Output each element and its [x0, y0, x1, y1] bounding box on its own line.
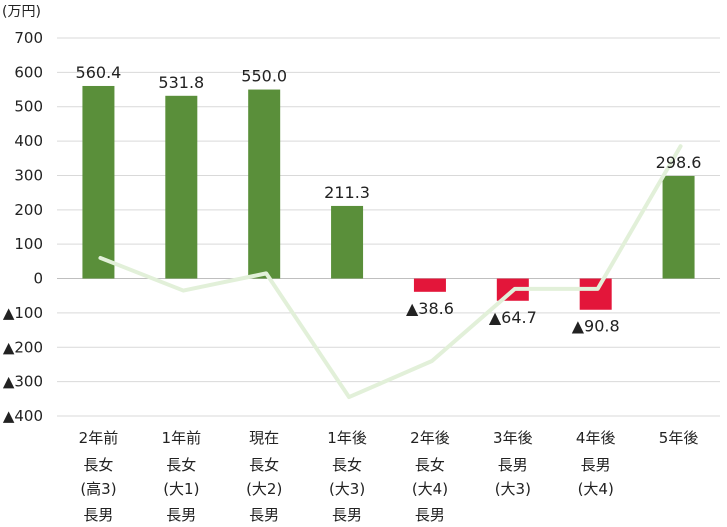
data-label: ▲90.8 — [572, 317, 620, 336]
y-tick-label: ▲100 — [3, 304, 43, 322]
x-category-label: 長男 — [249, 506, 279, 524]
y-tick-label: 600 — [14, 63, 43, 81]
data-label: 560.4 — [76, 63, 122, 82]
bar — [413, 278, 446, 292]
x-category-label: 長男 — [498, 456, 528, 474]
x-category-label: 長女 — [332, 456, 362, 474]
y-tick-label: 400 — [14, 132, 43, 150]
gridlines — [57, 37, 720, 417]
data-label: 211.3 — [324, 183, 370, 202]
x-category-label: 3年後 — [493, 429, 533, 447]
x-category-label: 1年後 — [327, 429, 367, 447]
y-tick-label: ▲400 — [3, 407, 43, 425]
x-category-label: 長男 — [332, 506, 362, 524]
data-labels: 560.4 531.8 550.0 211.3 ▲38.6 ▲64.7 ▲90.8 298.6 — [76, 63, 702, 336]
bar — [82, 85, 115, 279]
x-category-label: 5年後 — [659, 429, 699, 447]
x-category-label: 長男 — [415, 506, 445, 524]
x-category-label: (大4) — [412, 480, 448, 498]
x-category-label: 長男 — [581, 456, 611, 474]
trend-line-series — [98, 144, 683, 400]
x-category-label: 長男 — [166, 506, 196, 524]
data-label: 298.6 — [656, 153, 702, 172]
x-category-label: (大1) — [163, 480, 199, 498]
bar — [165, 95, 198, 279]
bars — [82, 85, 695, 310]
x-category-label: 2年後 — [410, 429, 450, 447]
x-category-label: 長女 — [415, 456, 445, 474]
x-category-label: 2年前 — [79, 429, 119, 447]
y-tick-label: ▲200 — [3, 338, 43, 356]
y-axis-ticks: 700 600 500 400 300 200 100 0 ▲100 ▲200 ▲300 ▲400 — [3, 29, 43, 425]
bar — [662, 175, 695, 279]
y-tick-label: 700 — [14, 29, 43, 47]
x-category-label: (大2) — [246, 480, 282, 498]
data-label: 531.8 — [158, 73, 204, 92]
bar — [331, 205, 364, 279]
y-tick-label: 0 — [33, 270, 43, 288]
bar — [579, 278, 612, 310]
x-category-label: (大3) — [495, 480, 531, 498]
bar — [248, 89, 281, 279]
data-label: ▲38.6 — [406, 299, 454, 318]
y-tick-label: 300 — [14, 166, 43, 184]
y-tick-label: 500 — [14, 98, 43, 116]
y-tick-label: ▲300 — [3, 373, 43, 391]
x-category-label: 長女 — [83, 456, 113, 474]
x-category-label: 現在 — [249, 429, 279, 447]
x-category-label: 4年後 — [576, 429, 616, 447]
x-category-label: 長女 — [166, 456, 196, 474]
x-category-label: (大4) — [578, 480, 614, 498]
x-category-label: 1年前 — [162, 429, 202, 447]
data-label: ▲64.7 — [489, 308, 537, 327]
y-tick-label: 100 — [14, 235, 43, 253]
x-category-label: 長女 — [249, 456, 279, 474]
data-label: 550.0 — [241, 67, 287, 86]
y-axis-unit: (万円) — [2, 4, 41, 20]
y-tick-label: 200 — [14, 201, 43, 219]
trend-line — [98, 144, 683, 400]
x-category-label: (高3) — [80, 480, 116, 498]
x-category-label: (大3) — [329, 480, 365, 498]
x-category-label: 長男 — [83, 506, 113, 524]
